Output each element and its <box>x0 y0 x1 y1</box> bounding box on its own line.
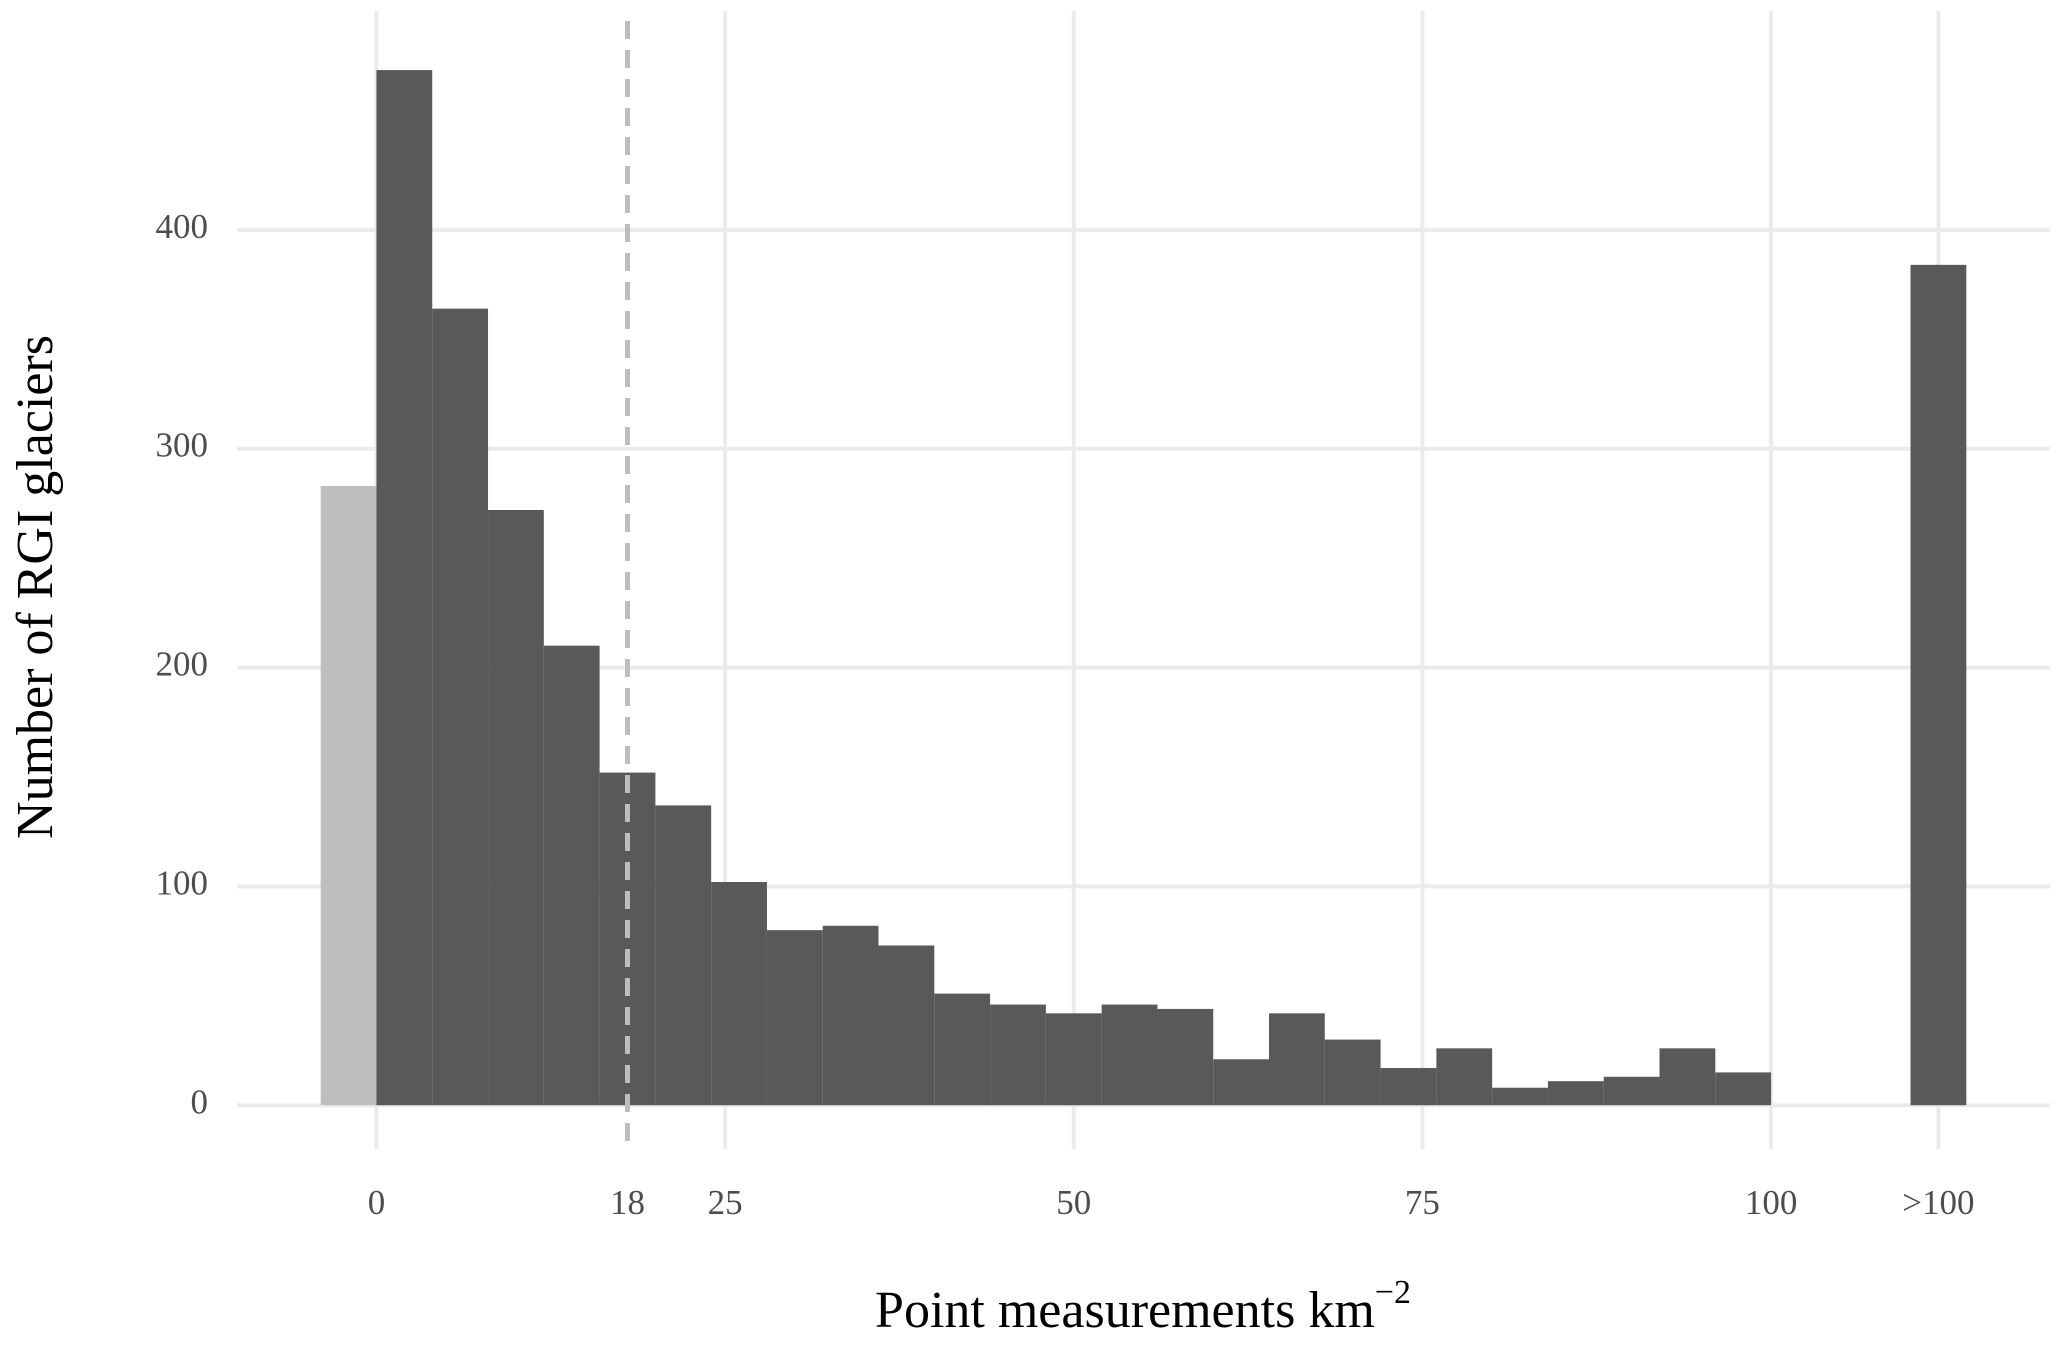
x-axis-title-exponent: −2 <box>1375 1274 1411 1311</box>
bar <box>655 805 712 1106</box>
bar <box>990 1004 1046 1106</box>
x-tick-label: 100 <box>1745 1183 1798 1222</box>
bar <box>1492 1087 1548 1106</box>
y-tick-label: 100 <box>156 863 209 902</box>
bar <box>711 882 767 1106</box>
y-tick-label: 300 <box>156 426 209 465</box>
x-tick-label: 25 <box>708 1183 743 1222</box>
bar <box>1380 1068 1437 1106</box>
x-tick-label: 0 <box>368 1183 386 1222</box>
bar <box>1101 1004 1158 1106</box>
bar <box>488 509 544 1106</box>
overflow-bar <box>1910 264 1967 1106</box>
x-axis-title: Point measurements km−2 <box>875 1274 1411 1339</box>
x-tick-label: 50 <box>1056 1183 1091 1222</box>
bar <box>599 772 656 1106</box>
x-tick-label: 18 <box>610 1183 645 1222</box>
x-tick-label: 75 <box>1405 1183 1440 1222</box>
x-axis-title-main: Point measurements km <box>875 1282 1375 1339</box>
x-tick-label: >100 <box>1902 1183 1974 1222</box>
y-tick-label: 0 <box>191 1082 209 1121</box>
bar <box>934 993 991 1106</box>
y-axis-title: Number of RGI glaciers <box>7 335 64 839</box>
bar <box>1436 1048 1493 1106</box>
layer <box>320 70 1967 1106</box>
bar <box>543 645 600 1106</box>
bar <box>1269 1013 1325 1106</box>
bar <box>878 945 935 1106</box>
bar <box>1659 1048 1716 1106</box>
y-tick-label: 400 <box>156 207 209 246</box>
y-tick-label: 200 <box>156 645 209 684</box>
layer: 0 100 200 300 400 0 18 25 50 75 100 >100 <box>156 21 1975 1222</box>
bar <box>1603 1076 1660 1106</box>
bar <box>822 925 879 1106</box>
bar <box>432 308 489 1106</box>
bar <box>1045 1013 1102 1106</box>
bar <box>320 485 377 1106</box>
bar <box>766 930 823 1106</box>
bar <box>1547 1081 1604 1106</box>
bar <box>1715 1072 1772 1106</box>
bar <box>1157 1008 1214 1106</box>
bar <box>1213 1059 1270 1106</box>
bar <box>1324 1039 1381 1106</box>
bar <box>376 70 433 1106</box>
